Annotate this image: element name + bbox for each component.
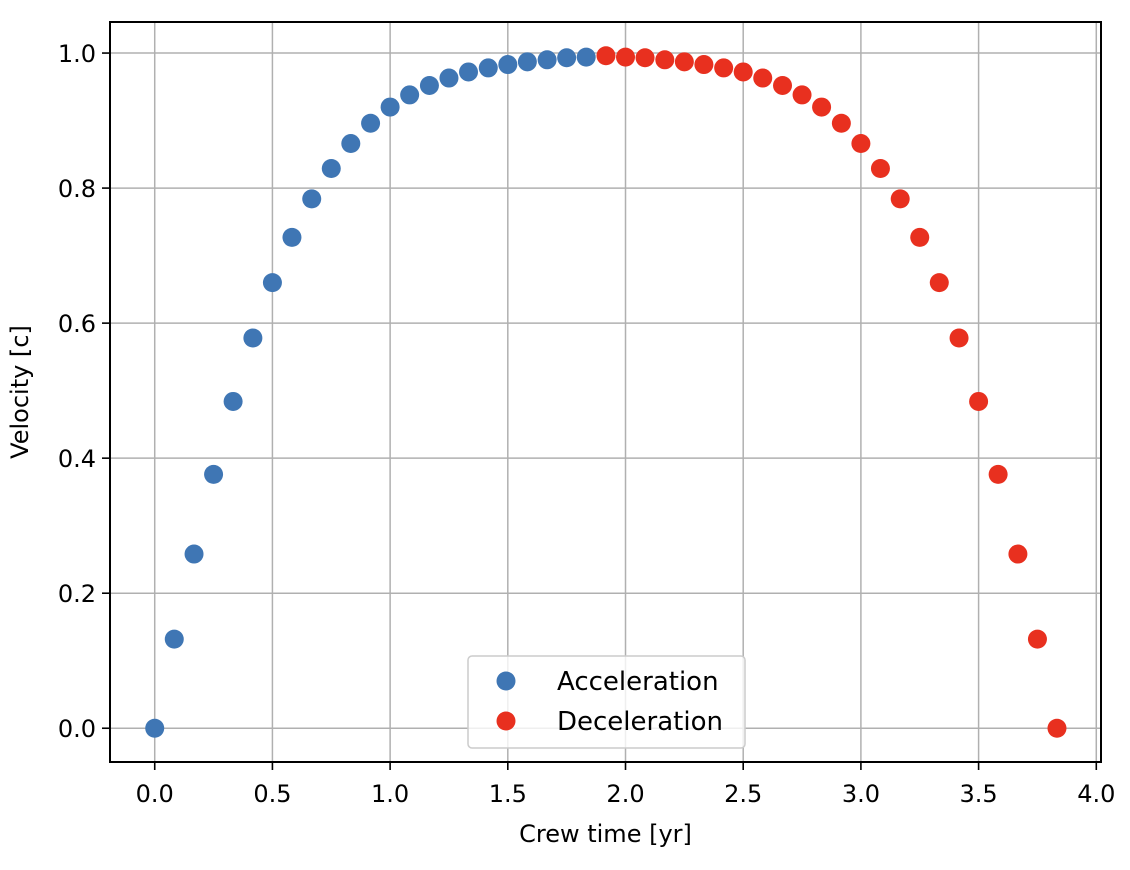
deceleration-point	[949, 328, 969, 348]
x-tick-label: 1.5	[489, 780, 527, 808]
acceleration-point	[184, 544, 204, 564]
deceleration-point	[929, 273, 949, 293]
y-axis-label: Velocity [c]	[6, 325, 34, 459]
x-axis-label: Crew time [yr]	[519, 820, 692, 848]
legend-marker-deceleration	[496, 711, 516, 731]
y-tick-label: 1.0	[58, 40, 96, 68]
y-tick-label: 0.2	[58, 580, 96, 608]
deceleration-point	[870, 159, 890, 179]
y-tick-label: 0.8	[58, 175, 96, 203]
legend-marker-acceleration	[496, 671, 516, 691]
deceleration-point	[596, 46, 616, 66]
deceleration-point	[1008, 544, 1028, 564]
y-tick-label: 0.4	[58, 445, 96, 473]
legend-label-acceleration: Acceleration	[557, 667, 719, 697]
deceleration-point	[694, 55, 714, 75]
legend: Acceleration Deceleration	[467, 655, 746, 749]
acceleration-point	[419, 75, 439, 95]
acceleration-point	[361, 113, 381, 133]
deceleration-point	[1027, 629, 1047, 649]
acceleration-point	[380, 97, 400, 117]
deceleration-point	[910, 227, 930, 247]
acceleration-point	[223, 391, 243, 411]
legend-label-deceleration: Deceleration	[557, 707, 723, 737]
acceleration-point	[459, 62, 479, 82]
acceleration-point	[204, 464, 224, 484]
x-tick-label: 2.0	[606, 780, 644, 808]
deceleration-point	[812, 97, 832, 117]
deceleration-point	[635, 48, 655, 68]
acceleration-point	[498, 55, 518, 75]
deceleration-point	[616, 47, 636, 67]
acceleration-point	[478, 58, 498, 78]
acceleration-point	[164, 629, 184, 649]
acceleration-point	[537, 50, 557, 70]
x-tick-label: 3.0	[842, 780, 880, 808]
data-points	[145, 46, 1067, 738]
acceleration-point	[576, 47, 596, 67]
y-tick-label: 0.6	[58, 310, 96, 338]
x-tick-label: 1.0	[371, 780, 409, 808]
acceleration-point	[302, 189, 322, 209]
deceleration-point	[674, 52, 694, 72]
deceleration-point	[890, 189, 910, 209]
deceleration-point	[773, 75, 793, 95]
x-tick-label: 4.0	[1077, 780, 1115, 808]
x-tick-label: 0.5	[253, 780, 291, 808]
acceleration-point	[400, 85, 420, 105]
x-tick-label: 0.0	[136, 780, 174, 808]
deceleration-point	[792, 85, 812, 105]
acceleration-point	[145, 718, 165, 738]
acceleration-point	[262, 273, 282, 293]
plot-frame	[109, 21, 1102, 763]
acceleration-point	[557, 48, 577, 68]
x-tick-label: 2.5	[724, 780, 762, 808]
deceleration-point	[831, 113, 851, 133]
deceleration-point	[969, 391, 989, 411]
deceleration-point	[714, 58, 734, 78]
acceleration-point	[282, 227, 302, 247]
deceleration-point	[655, 50, 675, 70]
y-tick-label: 0.0	[58, 715, 96, 743]
deceleration-point	[988, 464, 1008, 484]
x-tick-label: 3.5	[960, 780, 998, 808]
acceleration-point	[243, 328, 263, 348]
axis-ticks: 0.0 0.5 1.0 1.5 2.0 2.5 3.0 3.5 4.0 0.0 0.2 0.4 0.6 0…	[58, 40, 1116, 808]
acceleration-point	[321, 159, 341, 179]
acceleration-point	[439, 68, 459, 88]
deceleration-point	[851, 134, 871, 154]
acceleration-point	[517, 52, 537, 72]
deceleration-point	[1047, 718, 1067, 738]
legend-box	[467, 655, 746, 749]
acceleration-point	[341, 134, 361, 154]
deceleration-point	[733, 62, 753, 82]
deceleration-point	[753, 68, 773, 88]
